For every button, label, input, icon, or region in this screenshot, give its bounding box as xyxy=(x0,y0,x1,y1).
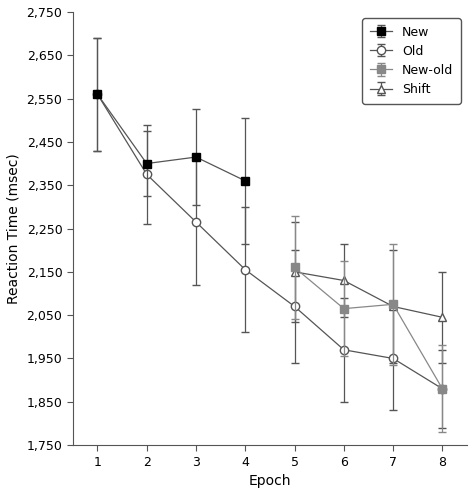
X-axis label: Epoch: Epoch xyxy=(249,474,291,488)
Legend: New, Old, New-old, Shift: New, Old, New-old, Shift xyxy=(362,18,461,104)
Y-axis label: Reaction Time (msec): Reaction Time (msec) xyxy=(7,153,21,304)
